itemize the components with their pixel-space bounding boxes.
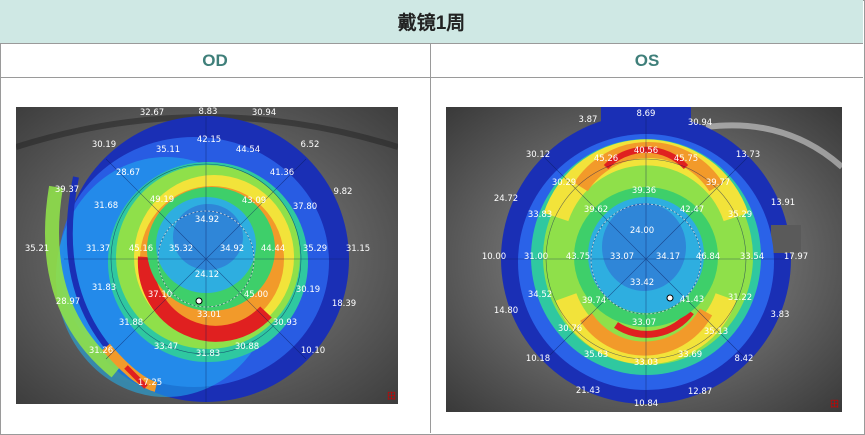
od-value: 31.37 (86, 244, 110, 254)
od-corner-mark: 田 (386, 392, 396, 402)
od-value: 31.88 (119, 318, 143, 328)
od-value: 31.15 (346, 244, 370, 254)
od-value: 8.83 (199, 107, 218, 117)
od-value: 44.54 (236, 145, 260, 155)
od-value: 34.92 (220, 244, 244, 254)
os-value: 34.52 (528, 290, 552, 300)
os-value: 30.12 (526, 150, 550, 160)
os-value: 45.26 (594, 154, 618, 164)
od-value: 30.94 (252, 108, 276, 118)
od-value: 31.68 (94, 201, 118, 211)
od-value: 37.10 (148, 290, 172, 300)
od-value: 33.47 (154, 342, 178, 352)
os-value: 10.18 (526, 354, 550, 364)
os-value: 35.29 (728, 210, 752, 220)
od-value: 45.00 (244, 290, 268, 300)
os-value: 31.00 (524, 252, 548, 262)
os-value: 41.43 (680, 295, 704, 305)
os-value: 14.80 (494, 306, 518, 316)
od-value: 30.19 (296, 285, 320, 295)
od-value: 10.10 (301, 346, 325, 356)
od-value: 45.16 (129, 244, 153, 254)
od-value: 49.19 (150, 195, 174, 205)
od-value: 24.12 (195, 270, 219, 280)
od-value: 9.82 (334, 187, 353, 197)
od-value: 44.44 (261, 244, 285, 254)
column-divider (430, 77, 431, 433)
od-value: 39.37 (55, 185, 79, 195)
os-value: 24.00 (630, 226, 654, 236)
os-value: 10.84 (634, 399, 658, 409)
column-header-os: OS (431, 44, 863, 78)
os-value: 34.17 (656, 252, 680, 262)
os-value: 3.83 (771, 310, 790, 320)
od-value: 33.01 (197, 310, 221, 320)
os-value: 33.83 (528, 210, 552, 220)
od-value: 30.88 (235, 342, 259, 352)
os-value: 30.29 (552, 178, 576, 188)
os-value: 30.94 (688, 118, 712, 128)
os-value: 24.72 (494, 194, 518, 204)
os-value: 10.00 (482, 252, 506, 262)
os-value: 43.75 (566, 252, 590, 262)
os-value: 39.74 (582, 296, 606, 306)
column-header-od: OD (0, 44, 431, 78)
od-value: 28.67 (116, 168, 140, 178)
os-value: 42.47 (680, 205, 704, 215)
od-value: 31.26 (89, 346, 113, 356)
od-value: 42.15 (197, 135, 221, 145)
od-value: 34.92 (195, 215, 219, 225)
os-map-svg: 3.87 8.69 30.94 40.56 30.12 45.26 45.75 … (446, 107, 842, 412)
os-value: 39.62 (584, 205, 608, 215)
od-topography-map: 32.67 8.83 30.94 30.19 42.15 44.54 6.52 … (16, 107, 398, 404)
od-value: 35.21 (25, 244, 49, 254)
os-value: 21.43 (576, 386, 600, 396)
os-value: 17.97 (784, 252, 808, 262)
os-value: 12.87 (688, 387, 712, 397)
os-value: 13.91 (771, 198, 795, 208)
od-value: 43.09 (242, 196, 266, 206)
os-value: 8.42 (735, 354, 754, 364)
od-value: 31.83 (196, 349, 220, 359)
od-value: 32.67 (140, 108, 164, 118)
od-value: 30.19 (92, 140, 116, 150)
os-value: 39.77 (706, 178, 730, 188)
od-value: 37.80 (293, 202, 317, 212)
od-value: 17.25 (138, 378, 162, 388)
os-value: 45.75 (674, 154, 698, 164)
os-value: 30.76 (558, 324, 582, 334)
os-corner-mark: 田 (829, 400, 839, 410)
od-map-svg: 32.67 8.83 30.94 30.19 42.15 44.54 6.52 … (16, 107, 398, 404)
od-value: 35.32 (169, 244, 193, 254)
od-value: 31.83 (92, 283, 116, 293)
os-value: 35.13 (704, 327, 728, 337)
os-value: 8.69 (637, 109, 656, 119)
od-value: 30.93 (273, 318, 297, 328)
os-value: 33.54 (740, 252, 764, 262)
os-value: 3.87 (579, 115, 598, 125)
figure-title: 戴镜1周 (0, 0, 863, 44)
os-value: 40.56 (634, 146, 658, 156)
od-value: 6.52 (301, 140, 320, 150)
os-topography-map: 3.87 8.69 30.94 40.56 30.12 45.26 45.75 … (446, 107, 842, 412)
od-value: 35.29 (303, 244, 327, 254)
os-value: 31.22 (728, 293, 752, 303)
os-value: 33.07 (610, 252, 634, 262)
od-value: 35.11 (156, 145, 180, 155)
od-value: 41.36 (270, 168, 294, 178)
os-value: 35.63 (584, 350, 608, 360)
od-value: 18.39 (332, 299, 356, 309)
os-value: 33.07 (632, 318, 656, 328)
os-value: 39.36 (632, 186, 656, 196)
os-value: 33.03 (634, 358, 658, 368)
os-value: 46.84 (696, 252, 720, 262)
os-value: 13.73 (736, 150, 760, 160)
os-value: 33.42 (630, 278, 654, 288)
os-value: 33.69 (678, 350, 702, 360)
od-value: 28.97 (56, 297, 80, 307)
